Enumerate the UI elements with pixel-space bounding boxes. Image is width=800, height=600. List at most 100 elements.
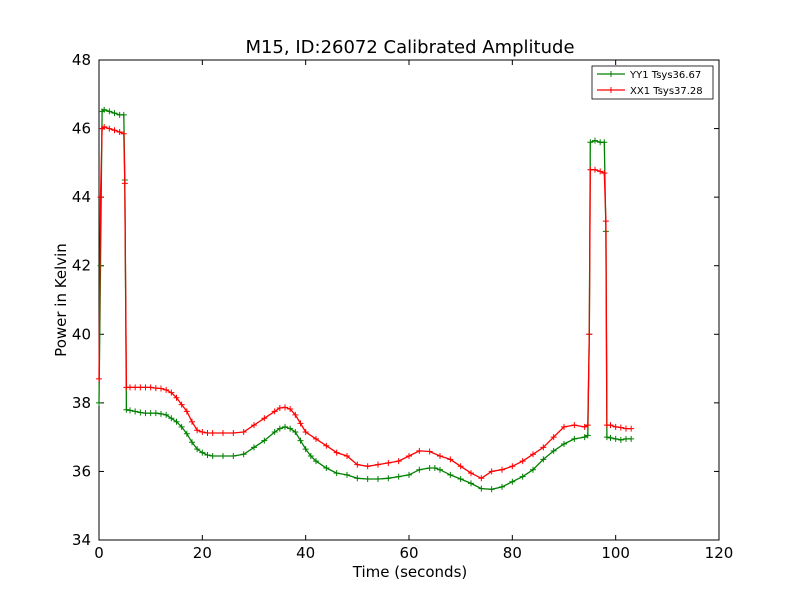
y-tick-label: 38 [72, 394, 91, 412]
data-point [519, 458, 526, 465]
data-point [426, 448, 433, 455]
data-point [581, 423, 588, 430]
data-point [592, 166, 598, 173]
data-point [385, 475, 392, 482]
data-point [116, 129, 123, 135]
data-point [173, 394, 180, 401]
data-point [468, 470, 474, 477]
data-point [292, 411, 299, 418]
data-point [478, 485, 485, 492]
data-point [354, 461, 361, 468]
data-point [437, 466, 443, 473]
data-point [586, 331, 593, 338]
data-point [251, 444, 257, 451]
x-tick-label: 0 [94, 544, 104, 562]
data-point [406, 471, 412, 478]
chart-title: M15, ID:26072 Calibrated Amplitude [245, 37, 574, 58]
legend: YY1 Tsys36.67 XX1 Tsys37.28 [591, 65, 714, 100]
data-point [282, 404, 288, 411]
data-point [101, 123, 108, 130]
data-point [168, 415, 175, 422]
data-point [395, 473, 402, 480]
data-point [603, 434, 610, 441]
data-point [597, 168, 604, 175]
data-point [488, 486, 495, 493]
data-point [530, 466, 536, 473]
y-tick-label: 42 [72, 257, 91, 275]
data-point [120, 130, 127, 137]
data-point [561, 441, 567, 447]
data-point [132, 384, 139, 391]
data-point [111, 127, 118, 134]
data-point [183, 408, 190, 415]
data-point [571, 422, 578, 429]
data-point [147, 410, 154, 417]
data-point [287, 406, 294, 413]
data-point [204, 430, 211, 437]
data-point [173, 418, 180, 425]
data-point [623, 435, 629, 442]
data-point [344, 471, 350, 478]
y-tick-label: 36 [72, 462, 91, 480]
data-point [220, 453, 226, 459]
data-point [601, 139, 608, 146]
data-point [194, 446, 201, 453]
data-point [127, 407, 133, 414]
data-point [323, 465, 330, 471]
data-point [120, 111, 127, 118]
data-point [612, 423, 619, 430]
data-point [111, 110, 118, 117]
data-point [152, 410, 159, 417]
data-point [550, 434, 557, 441]
data-point [323, 442, 330, 449]
data-point [132, 408, 139, 415]
data-point [375, 461, 381, 468]
data-point [297, 437, 304, 444]
x-tick-label: 20 [193, 544, 212, 562]
data-point [147, 384, 154, 391]
data-point [189, 439, 195, 446]
data-point [612, 435, 619, 442]
data-point [194, 427, 201, 434]
data-point [121, 180, 128, 187]
data-point [287, 425, 294, 432]
legend-box [591, 65, 714, 100]
data-point [437, 453, 443, 459]
data-point [123, 406, 130, 413]
data-point [617, 424, 624, 431]
data-point [189, 418, 195, 425]
x-tick-label: 40 [296, 544, 315, 562]
data-point [406, 453, 412, 459]
data-point [261, 437, 268, 444]
data-point [152, 385, 159, 392]
data-point [163, 386, 170, 393]
data-point [127, 384, 133, 391]
data-point [540, 456, 547, 463]
series-0 [96, 106, 635, 493]
data-point [271, 408, 278, 415]
data-point [199, 449, 206, 456]
data-point [96, 399, 102, 406]
data-point [101, 106, 108, 113]
data-point [431, 465, 438, 471]
data-point [628, 425, 635, 432]
data-point [276, 405, 283, 411]
data-point [584, 422, 591, 429]
data-point [509, 478, 516, 485]
data-point [499, 483, 505, 490]
legend-marker [608, 87, 614, 93]
data-point [261, 415, 268, 422]
data-point [375, 475, 381, 482]
data-point [307, 453, 314, 459]
x-axis-label: Time (seconds) [352, 563, 468, 581]
data-point [297, 420, 304, 427]
data-point [550, 447, 557, 454]
data-point [204, 451, 211, 458]
data-point [178, 401, 185, 408]
data-point [163, 411, 170, 418]
data-point [240, 429, 247, 435]
data-point [220, 430, 226, 437]
data-point [106, 125, 113, 132]
data-point [292, 429, 299, 435]
data-point [509, 463, 516, 470]
